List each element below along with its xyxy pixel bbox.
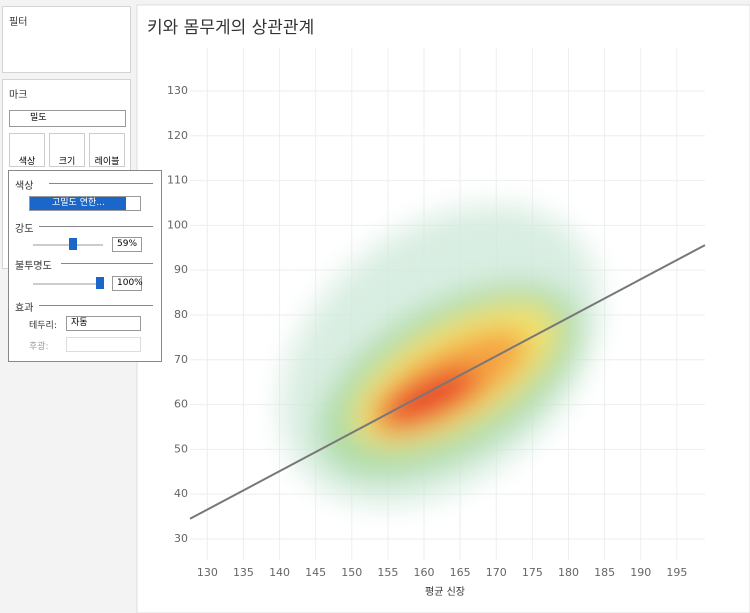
y-tick-label: 110	[167, 174, 188, 187]
x-tick-label: 165	[450, 566, 471, 579]
axes: 130 135 140 145 150 155 160 165 170 175 180 185 190 1…	[167, 84, 706, 579]
x-tick-label: 175	[522, 566, 543, 579]
x-tick-label: 190	[630, 566, 651, 579]
size-button[interactable]: 크기	[49, 133, 85, 167]
opacity-slider[interactable]	[33, 283, 103, 285]
y-tick-label: 30	[174, 532, 188, 545]
y-tick-label: 80	[174, 308, 188, 321]
trend-line	[189, 244, 706, 520]
color-label: 색상	[15, 181, 34, 192]
y-tick-label: 100	[167, 218, 188, 231]
halo-label: 후광:	[29, 342, 49, 352]
intensity-slider[interactable]	[33, 244, 103, 246]
x-tick-label: 140	[269, 566, 290, 579]
border-label: 테두리:	[29, 321, 57, 331]
halo-dropdown	[66, 337, 141, 352]
separator	[49, 183, 153, 184]
button-label: 색상	[18, 157, 36, 167]
color-button[interactable]: 색상	[9, 133, 45, 167]
y-tick-label: 130	[167, 84, 188, 97]
y-tick-label: 120	[167, 129, 188, 142]
filters-card: 필터	[2, 6, 131, 73]
separator	[61, 263, 153, 264]
marks-title: 마크	[9, 90, 28, 101]
slider-thumb[interactable]	[69, 238, 77, 250]
separator	[39, 305, 153, 306]
separator	[39, 226, 153, 227]
label-button[interactable]: 레이블	[89, 133, 125, 167]
button-label: 크기	[58, 157, 76, 167]
y-tick-label: 50	[174, 442, 188, 455]
y-tick-label: 40	[174, 487, 188, 500]
color-dropdown[interactable]: 고밀도 연한...	[29, 196, 141, 211]
color-value: 고밀도 연한...	[30, 197, 126, 210]
x-tick-label: 130	[197, 566, 218, 579]
chart-title: 키와 몸무게의 상관관계	[147, 18, 314, 38]
x-axis-title: 평균 신장	[425, 586, 465, 598]
y-tick-label: 90	[174, 263, 188, 276]
color-popup: 색상 고밀도 연한... 강도 59% 불투명도 100% 효과 테두리: 자동…	[8, 170, 162, 362]
density-blob	[377, 368, 479, 428]
x-tick-label: 160	[414, 566, 435, 579]
opacity-value[interactable]: 100%	[112, 276, 143, 291]
value-text: 자동	[71, 318, 88, 328]
y-tick-label: 60	[174, 398, 188, 411]
x-tick-label: 180	[558, 566, 579, 579]
x-tick-label: 150	[341, 566, 362, 579]
button-label: 레이블	[94, 157, 120, 167]
x-tick-label: 135	[233, 566, 254, 579]
intensity-label: 강도	[15, 224, 34, 235]
x-tick-label: 170	[486, 566, 507, 579]
filters-title: 필터	[9, 17, 28, 28]
opacity-label: 불투명도	[15, 261, 52, 272]
value-text: 59%	[117, 239, 138, 249]
x-tick-label: 185	[594, 566, 615, 579]
x-tick-label: 195	[666, 566, 687, 579]
intensity-value[interactable]: 59%	[112, 237, 142, 252]
value-text: 100%	[117, 278, 143, 288]
x-tick-label: 145	[305, 566, 326, 579]
slider-thumb[interactable]	[96, 277, 104, 289]
mark-type-dropdown[interactable]: 밀도	[9, 110, 126, 127]
border-dropdown[interactable]: 자동	[66, 316, 141, 331]
mark-type: 밀도	[30, 113, 47, 123]
y-tick-label: 70	[174, 353, 188, 366]
x-tick-label: 155	[377, 566, 398, 579]
effects-label: 효과	[15, 303, 34, 314]
